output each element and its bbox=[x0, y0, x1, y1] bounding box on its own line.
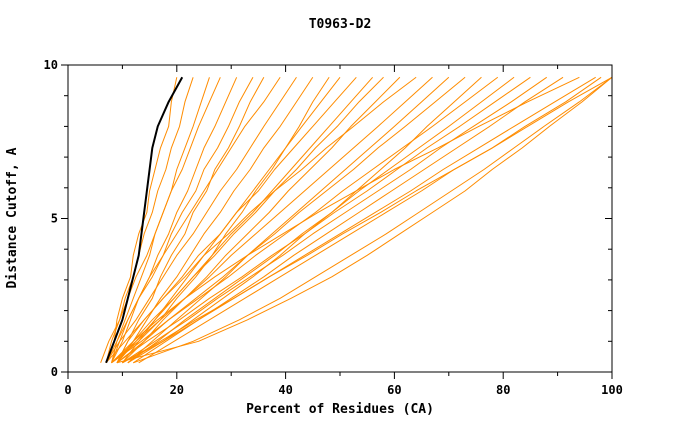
model-line bbox=[122, 76, 548, 364]
x-tick-label: 20 bbox=[170, 383, 184, 397]
model-line bbox=[116, 77, 314, 364]
y-tick-label: 0 bbox=[51, 365, 58, 379]
model-line bbox=[122, 76, 613, 364]
model-line bbox=[116, 77, 265, 364]
model-line bbox=[116, 76, 531, 364]
x-tick-label: 0 bbox=[64, 383, 71, 397]
x-tick-label: 100 bbox=[601, 383, 623, 397]
model-line bbox=[127, 76, 515, 364]
y-axis-label: Distance Cutoff, A bbox=[5, 147, 20, 288]
model-line bbox=[122, 76, 482, 364]
x-axis-label: Percent of Residues (CA) bbox=[246, 402, 434, 417]
model-line bbox=[105, 77, 297, 364]
model-line bbox=[138, 76, 602, 364]
model-line bbox=[116, 76, 417, 364]
highlight-line bbox=[105, 76, 184, 364]
model-line bbox=[133, 76, 613, 364]
y-tick-label: 5 bbox=[51, 212, 58, 226]
model-line bbox=[111, 76, 433, 364]
model-line bbox=[111, 77, 330, 364]
model-line bbox=[105, 77, 178, 363]
model-line bbox=[116, 76, 580, 364]
model-line bbox=[122, 76, 401, 364]
model-line bbox=[111, 77, 238, 364]
plot-area: 0 20 40 60 80 100 0 5 10 bbox=[44, 58, 623, 397]
x-tick-label: 60 bbox=[387, 383, 401, 397]
model-line bbox=[127, 76, 450, 364]
plot-title: T0963-D2 bbox=[309, 17, 372, 32]
model-line bbox=[116, 76, 613, 364]
x-tick-label: 80 bbox=[496, 383, 510, 397]
model-line bbox=[111, 76, 384, 364]
x-tick-label: 40 bbox=[278, 383, 292, 397]
model-line bbox=[116, 76, 374, 364]
model-line bbox=[127, 76, 596, 364]
y-tick-label: 10 bbox=[44, 58, 58, 72]
model-line bbox=[100, 77, 221, 363]
model-line bbox=[111, 77, 281, 363]
